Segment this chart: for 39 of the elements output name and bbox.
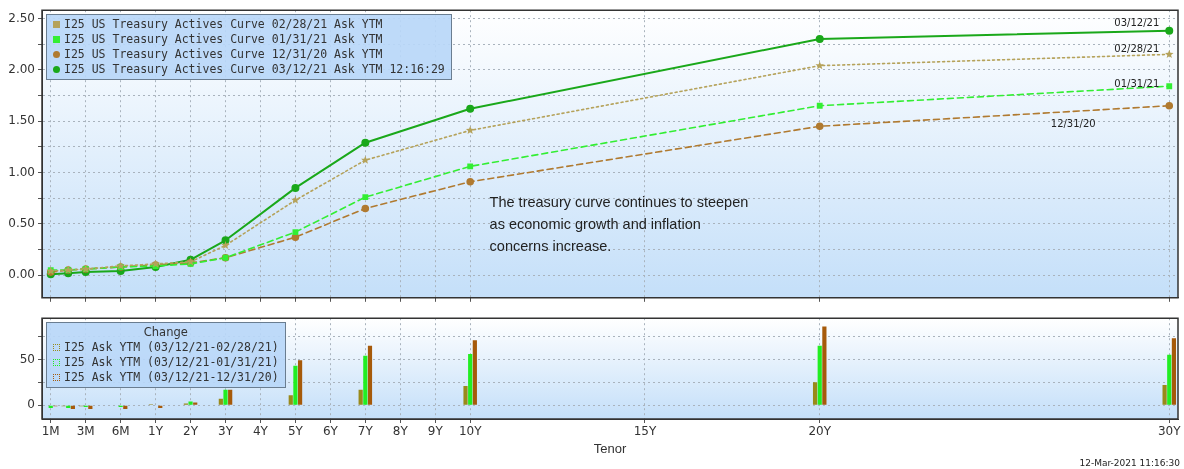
x-tick-label: 20Y (808, 424, 832, 439)
y-tick-label: 2.00 (8, 61, 35, 76)
y-tick-label: 1.50 (8, 113, 35, 128)
y-tick-label: 50 (19, 351, 35, 366)
annotation: 02/28/21 (1114, 42, 1160, 54)
x-tick-label: 3M (76, 424, 95, 439)
annotation: 12/31/20 (1050, 117, 1096, 129)
legend-label: I25 US Treasury Actives Curve 01/31/21 Ask YTM (64, 32, 383, 47)
legend-label: I25 US Treasury Actives Curve 12/31/20 Ask YTM (64, 47, 383, 62)
x-tick-label: 7Y (357, 424, 374, 439)
x-tick-label: 6Y (322, 424, 339, 439)
x-tick-label: 6M (111, 424, 130, 439)
legend-title: Change (142, 325, 189, 341)
x-tick-label: 30Y (1157, 424, 1182, 439)
x-tick-label: 10Y (458, 424, 483, 439)
x-tick-label: 15Y (633, 424, 657, 439)
legend-label: I25 Ask YTM (03/12/21-02/28/21) (64, 340, 279, 355)
legend-label: I25 Ask YTM (03/12/21-01/31/21) (64, 355, 279, 370)
x-tick-label: 2Y (183, 424, 199, 439)
y-tick-label: 0 (27, 397, 35, 412)
x-tick-label: 4Y (252, 424, 269, 439)
y-tick-label: 2.50 (8, 10, 35, 25)
y-tick-label: 1.00 (8, 164, 35, 179)
legend-label: I25 US Treasury Actives Curve 03/12/21 Ask YTM 12:16:29 (64, 62, 445, 77)
annotation: 01/31/21 (1114, 77, 1160, 89)
y-tick-label: 0.50 (8, 215, 35, 230)
annotation: The treasury curve continues to steepen as economic growth and inflation concerns increase. (489, 193, 749, 254)
x-axis-title: Tenor (593, 440, 627, 456)
text: 12-Mar-2021 11:16:30 (1079, 457, 1181, 468)
annotation: 03/12/21 (1114, 17, 1160, 29)
x-tick-label: 8Y (392, 424, 409, 439)
x-tick-label: 3Y (218, 424, 234, 439)
legend-label: I25 Ask YTM (03/12/21-12/31/20) (64, 370, 279, 385)
y-tick-label: 0.00 (8, 267, 35, 282)
x-tick-label: 5Y (287, 424, 304, 439)
x-tick-label: 1M (41, 424, 60, 439)
x-tick-label: 9Y (427, 424, 444, 439)
x-tick-label: 1Y (148, 424, 164, 439)
legend-label: I25 US Treasury Actives Curve 02/28/21 Ask YTM (64, 17, 383, 32)
